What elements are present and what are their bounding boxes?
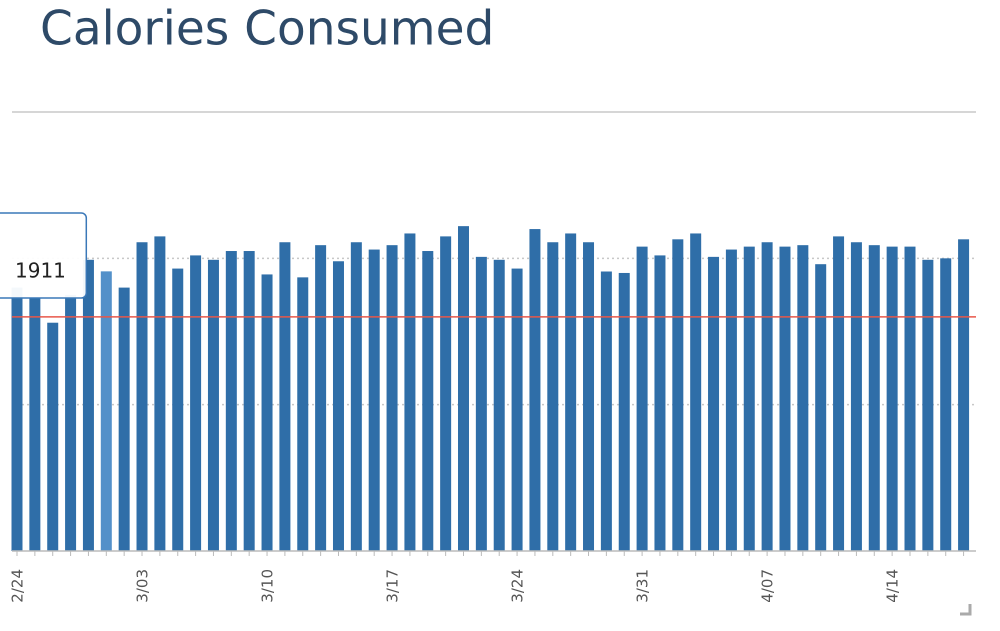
bar [118,287,130,551]
x-tick-label: 3/03 [134,569,152,603]
bar [850,242,862,551]
plot-area: 2/24 3/03 3/10 3/17 3/24 3/31 4/07 4/14 [9,111,976,603]
bar [172,268,184,551]
bar [565,233,577,551]
bar [297,277,309,551]
bar [440,236,452,551]
bar [547,242,559,551]
bar [368,249,380,551]
bar [82,259,94,551]
bar [779,246,791,552]
bar [29,297,41,551]
bar [725,249,737,551]
bar [493,259,505,551]
bar [654,255,666,551]
bar [11,287,23,551]
bar [404,233,416,551]
bar [743,246,755,552]
bar [636,246,648,552]
bar [315,245,327,551]
bar [922,259,934,551]
bar [207,259,219,551]
bar [475,256,487,551]
x-tick-label: 3/17 [384,569,402,603]
bar [386,245,398,551]
bar [350,242,362,551]
x-tick-label: 4/14 [884,569,902,603]
chart-title: Calories Consumed [40,2,494,57]
tooltip: 1911 [0,212,88,299]
bar [583,242,595,551]
x-tick-label: 3/24 [509,569,527,603]
bar [332,261,344,551]
bar [958,239,970,551]
x-tick-label: 3/10 [259,569,277,603]
tooltip-value: 1911 [15,259,66,283]
bar [47,322,59,551]
x-tick-label: 4/07 [759,569,777,603]
bar [136,242,148,551]
bar [529,229,541,552]
bar [708,256,720,551]
bar [797,245,809,551]
bar [422,251,434,551]
bar [761,242,773,551]
bar [833,236,845,551]
bar [190,255,202,551]
bar [511,268,523,551]
bar [65,294,77,551]
bar [100,271,112,551]
bar [868,245,880,551]
bar [940,258,952,551]
bar [154,236,166,551]
bar [690,233,702,551]
tooltip-box [0,212,88,299]
x-tick-label: 2/24 [9,569,27,603]
bar [243,251,255,551]
bar [225,251,237,551]
x-tick-label: 3/31 [634,569,652,603]
bar [458,226,469,551]
resize-handle [960,604,972,616]
bar [600,271,612,551]
bar [618,272,630,551]
bar [815,264,827,551]
bar [886,246,898,552]
bar [261,274,273,551]
bar [672,239,684,551]
bar [904,246,916,552]
bar [279,242,291,551]
